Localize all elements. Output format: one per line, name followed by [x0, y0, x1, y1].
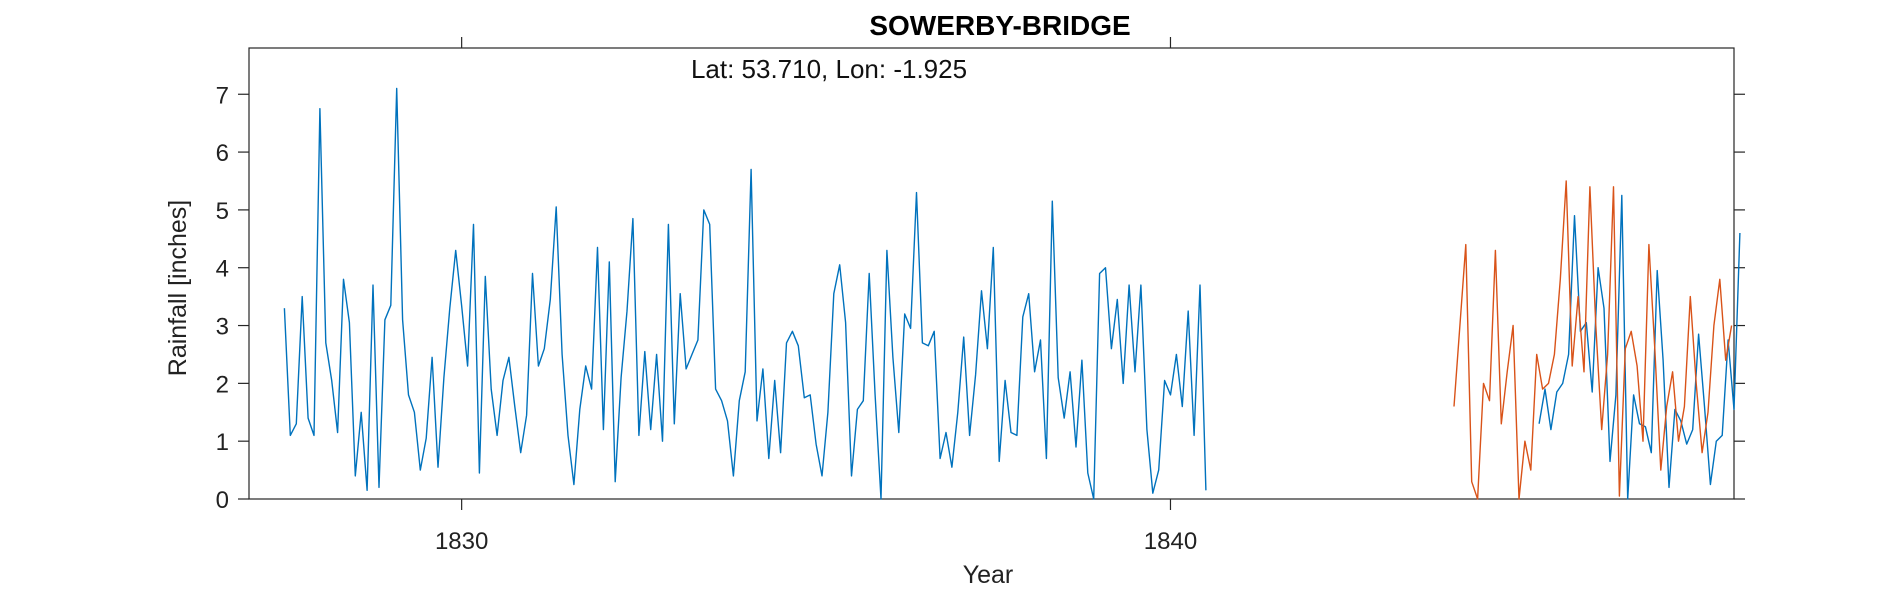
y-tick-label: 4	[216, 256, 229, 283]
series-line-3	[1453, 180, 1733, 500]
y-tick-label: 1	[216, 429, 229, 456]
y-tick-label: 0	[216, 487, 229, 514]
axes-frame	[248, 47, 1735, 500]
y-tick-label: 6	[216, 140, 229, 167]
ticks: 0 1 2 3 4 5 6 7 1830 1840	[216, 37, 1745, 555]
x-axis-label: Year	[963, 561, 1014, 589]
x-tick-label: 1840	[1144, 528, 1197, 555]
series-line-2	[1538, 194, 1741, 500]
location-annotation: Lat: 53.710, Lon: -1.925	[691, 54, 967, 84]
series-lines	[283, 87, 1741, 500]
y-axis-label: Rainfall [inches]	[164, 200, 192, 376]
x-tick-label: 1830	[435, 528, 488, 555]
y-tick-label: 5	[216, 198, 229, 225]
plot-box	[248, 47, 1735, 500]
series-line-1	[283, 87, 1207, 500]
y-tick-label: 3	[216, 314, 229, 341]
y-tick-label: 7	[216, 82, 229, 109]
y-tick-label: 2	[216, 371, 229, 398]
chart-title: SOWERBY-BRIDGE	[869, 10, 1130, 41]
